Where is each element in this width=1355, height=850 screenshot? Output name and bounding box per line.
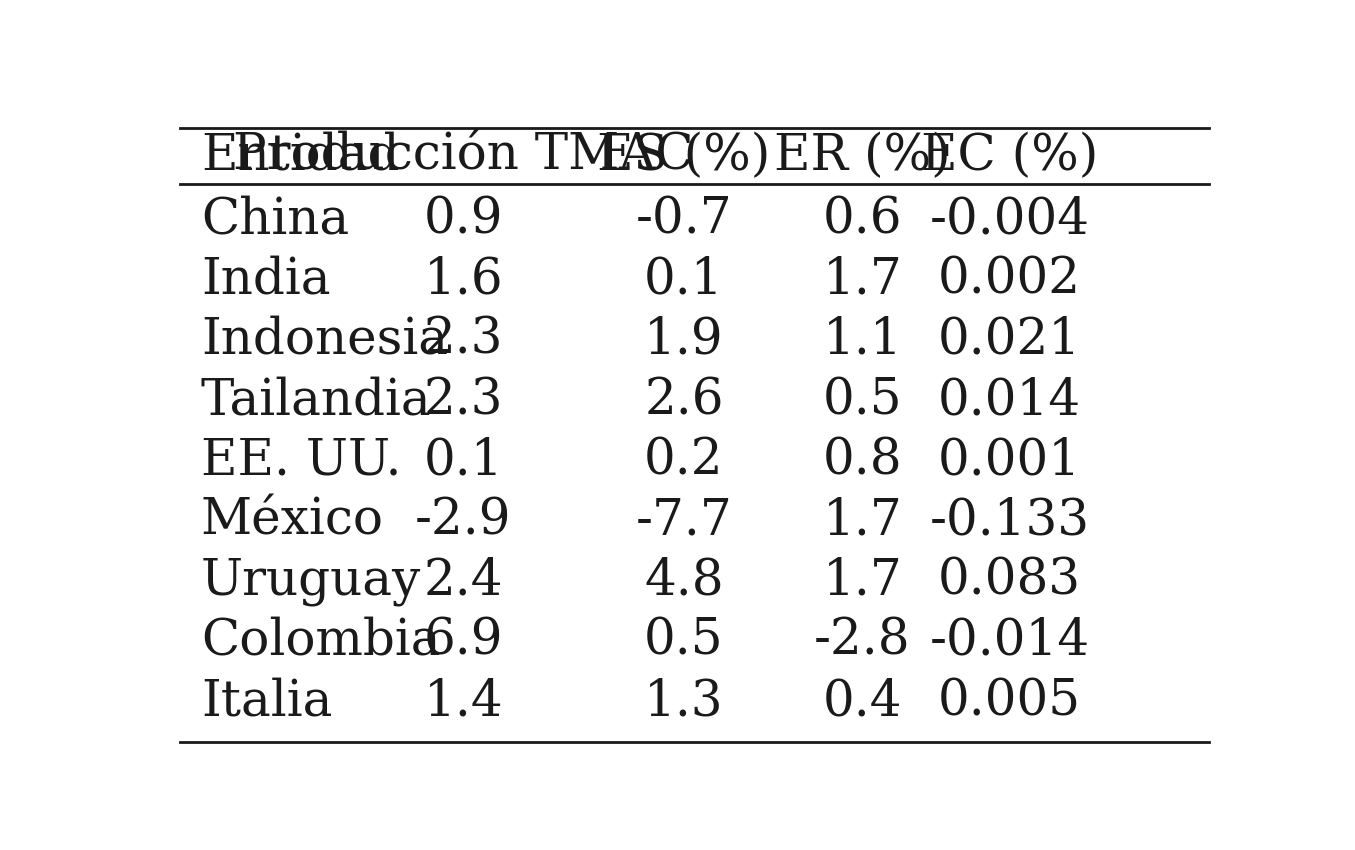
Text: EC (%): EC (%) xyxy=(921,132,1098,181)
Text: 0.014: 0.014 xyxy=(938,376,1081,425)
Text: 1.6: 1.6 xyxy=(424,255,503,304)
Text: -0.014: -0.014 xyxy=(930,616,1089,666)
Text: 1.7: 1.7 xyxy=(822,255,902,304)
Text: Italia: Italia xyxy=(201,677,332,726)
Text: 6.9: 6.9 xyxy=(424,616,503,666)
Text: 0.083: 0.083 xyxy=(938,556,1081,606)
Text: 1.9: 1.9 xyxy=(644,315,724,365)
Text: 0.1: 0.1 xyxy=(424,436,503,485)
Text: 0.021: 0.021 xyxy=(938,315,1081,365)
Text: 0.1: 0.1 xyxy=(644,255,724,304)
Text: México: México xyxy=(201,496,383,546)
Text: ES (%): ES (%) xyxy=(598,132,771,181)
Text: 0.5: 0.5 xyxy=(644,616,724,666)
Text: China: China xyxy=(201,195,350,245)
Text: 2.3: 2.3 xyxy=(424,376,503,425)
Text: EE. UU.: EE. UU. xyxy=(201,436,401,485)
Text: Uruguay: Uruguay xyxy=(201,556,421,606)
Text: 0.6: 0.6 xyxy=(822,195,902,245)
Text: -0.7: -0.7 xyxy=(635,195,732,245)
Text: 0.005: 0.005 xyxy=(938,677,1081,726)
Text: 2.3: 2.3 xyxy=(424,315,503,365)
Text: 1.7: 1.7 xyxy=(822,556,902,606)
Text: Tailandia: Tailandia xyxy=(201,376,431,425)
Text: 1.1: 1.1 xyxy=(822,315,902,365)
Text: 0.9: 0.9 xyxy=(424,195,503,245)
Text: -7.7: -7.7 xyxy=(635,496,732,546)
Text: 0.8: 0.8 xyxy=(822,436,902,485)
Text: ER (%): ER (%) xyxy=(774,132,951,181)
Text: 1.7: 1.7 xyxy=(822,496,902,546)
Text: 1.4: 1.4 xyxy=(424,677,503,726)
Text: -0.133: -0.133 xyxy=(930,496,1089,546)
Text: Producción TMAC: Producción TMAC xyxy=(233,132,694,181)
Text: Entidad: Entidad xyxy=(201,132,400,181)
Text: 0.002: 0.002 xyxy=(938,255,1081,304)
Text: 0.2: 0.2 xyxy=(644,436,724,485)
Text: 0.5: 0.5 xyxy=(822,376,902,425)
Text: 0.4: 0.4 xyxy=(822,677,902,726)
Text: 0.001: 0.001 xyxy=(938,436,1081,485)
Text: -2.9: -2.9 xyxy=(415,496,512,546)
Text: -2.8: -2.8 xyxy=(814,616,911,666)
Text: 4.8: 4.8 xyxy=(644,556,724,606)
Text: Indonesia: Indonesia xyxy=(201,315,449,365)
Text: Colombia: Colombia xyxy=(201,616,440,666)
Text: -0.004: -0.004 xyxy=(930,195,1089,245)
Text: 2.6: 2.6 xyxy=(644,376,724,425)
Text: 1.3: 1.3 xyxy=(644,677,724,726)
Text: India: India xyxy=(201,255,331,304)
Text: 2.4: 2.4 xyxy=(424,556,503,606)
